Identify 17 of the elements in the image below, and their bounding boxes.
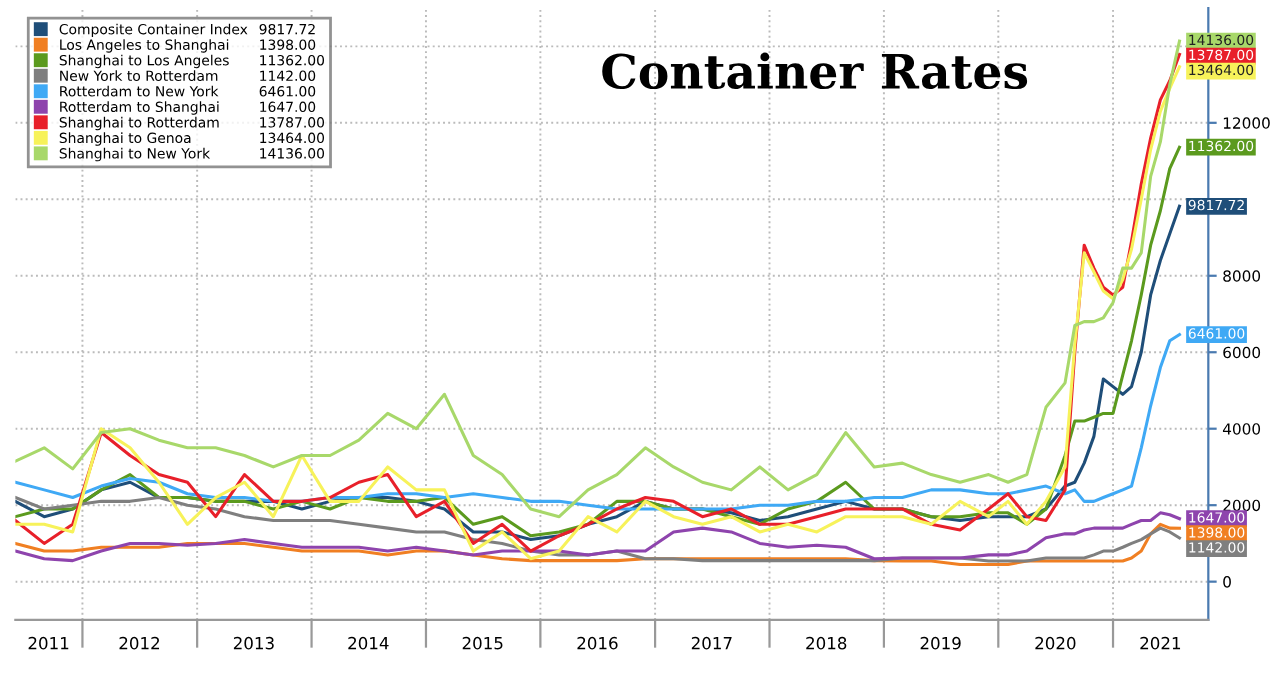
line-series (15, 522, 1182, 566)
x-tick-label: 2020 (1035, 636, 1076, 650)
line-series (15, 496, 1182, 563)
text: Container Rates (602, 52, 1028, 90)
x-tick-label: 2017 (691, 636, 732, 650)
line-series (15, 333, 1182, 511)
x-tick-label: 2012 (119, 636, 160, 650)
line-series (15, 145, 1182, 538)
x-tick-label: 2015 (462, 636, 503, 650)
x-tick-label: 2013 (233, 636, 274, 650)
x-tick-label: 2011 (28, 636, 69, 650)
x-tick-label: 2019 (920, 636, 961, 650)
x-tick-label: 2018 (806, 636, 847, 650)
x-tick-label: 2014 (348, 636, 389, 650)
x-tick-label: 2016 (577, 636, 618, 650)
line-series (15, 511, 1182, 563)
x-tick-label: 2021 (1140, 636, 1181, 650)
